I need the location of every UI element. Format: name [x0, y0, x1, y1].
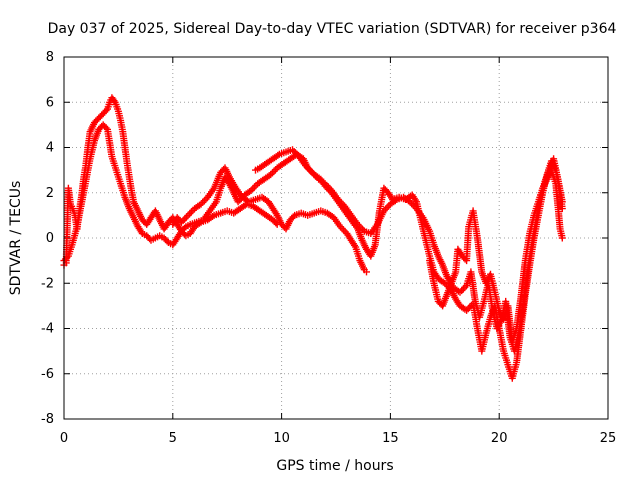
data-point	[558, 234, 566, 242]
x-tick-label: 25	[600, 431, 617, 446]
data-point	[110, 97, 118, 105]
x-tick-label: 0	[60, 431, 68, 446]
y-tick-label: -2	[41, 276, 54, 291]
series-arc-4	[252, 146, 566, 355]
y-tick-label: -4	[41, 322, 54, 337]
x-tick-label: 20	[491, 431, 508, 446]
data-point	[458, 287, 466, 295]
data-point	[102, 124, 110, 132]
data-point	[180, 224, 188, 232]
y-tick-label: -6	[41, 367, 54, 382]
data-point	[163, 237, 171, 245]
data-point	[209, 213, 216, 220]
data-point	[289, 213, 297, 221]
data-point	[363, 268, 370, 276]
data-point	[63, 254, 71, 262]
x-axis-label: GPS time / hours	[276, 458, 393, 474]
x-axis-ticks: 0 5 10 15 20 25	[60, 57, 616, 446]
grid-lines	[64, 57, 608, 419]
y-tick-label: 2	[46, 186, 54, 201]
y-tick-label: 6	[46, 95, 54, 110]
y-tick-label: 0	[46, 231, 54, 246]
x-tick-label: 10	[273, 431, 290, 446]
data-point	[391, 197, 399, 205]
y-tick-label: -8	[41, 412, 54, 427]
data-point	[558, 198, 566, 206]
data-point	[383, 204, 391, 211]
series-arc-2	[60, 121, 566, 382]
data-point	[270, 167, 278, 175]
data-point	[182, 213, 190, 221]
x-tick-label: 15	[382, 431, 399, 446]
y-tick-label: 4	[46, 141, 54, 156]
y-tick-label: 8	[46, 50, 54, 65]
data-point	[340, 226, 348, 234]
y-axis-label: SDTVAR / TECUs	[8, 181, 24, 296]
series-arc-5	[426, 166, 566, 346]
data-point	[558, 205, 566, 213]
series-arc-3	[169, 164, 370, 276]
data-point	[250, 183, 258, 191]
data-point	[184, 211, 192, 219]
data-point	[186, 210, 194, 218]
data-series	[60, 94, 566, 382]
data-point	[187, 208, 195, 216]
plot-frame	[63, 56, 609, 420]
chart-title: Day 037 of 2025, Sidereal Day-to-day VTE…	[48, 21, 617, 37]
data-point	[274, 151, 282, 159]
x-tick-label: 5	[169, 431, 177, 446]
data-point	[102, 107, 110, 114]
data-point	[441, 279, 449, 287]
data-point	[200, 197, 208, 205]
